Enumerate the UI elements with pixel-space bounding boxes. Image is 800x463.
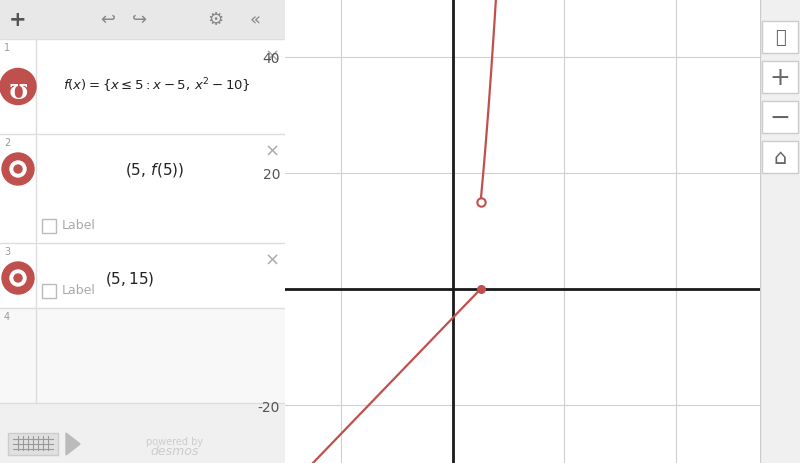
Bar (0, 40, 285, 135)
Text: ×: × (265, 48, 279, 66)
Text: ⚙: ⚙ (207, 11, 223, 29)
Circle shape (2, 154, 34, 186)
Circle shape (10, 270, 26, 287)
Text: 1: 1 (4, 43, 10, 53)
Text: ↪: ↪ (133, 11, 147, 29)
Text: $f(x) = \{x \leq 5: x-5,\,x^2-10\}$: $f(x) = \{x \leq 5: x-5,\,x^2-10\}$ (63, 76, 251, 94)
Text: 4: 4 (4, 311, 10, 321)
Bar (0, 308, 285, 403)
Text: ⌂: ⌂ (774, 148, 786, 168)
Bar (8, 433, 58, 455)
Text: ↩: ↩ (101, 11, 115, 29)
Text: desmos: desmos (151, 444, 199, 457)
Text: +: + (9, 10, 27, 30)
Text: −: − (770, 106, 790, 130)
Bar (762, 22, 798, 54)
Text: Label: Label (62, 219, 96, 232)
Text: +: + (770, 66, 790, 90)
Text: 🔧: 🔧 (774, 29, 786, 47)
Circle shape (2, 263, 34, 294)
Text: ×: × (265, 251, 279, 269)
Bar (42, 219, 56, 233)
Bar (0, 0, 285, 40)
Circle shape (14, 166, 22, 174)
Bar (42, 284, 56, 298)
Text: $(5,15)$: $(5,15)$ (106, 269, 154, 288)
Bar (0, 244, 285, 308)
Text: Ω: Ω (9, 77, 27, 97)
Bar (762, 62, 798, 94)
Text: Label: Label (62, 284, 96, 297)
Text: powered by: powered by (146, 436, 203, 446)
Polygon shape (66, 433, 80, 455)
Circle shape (14, 275, 22, 282)
Circle shape (0, 69, 36, 105)
Bar (762, 142, 798, 174)
Bar (762, 102, 798, 134)
Text: 2: 2 (4, 138, 10, 148)
Bar (0, 135, 285, 244)
Circle shape (10, 162, 26, 178)
Text: ×: × (265, 143, 279, 161)
Text: 3: 3 (4, 246, 10, 257)
Text: «: « (250, 11, 261, 29)
Text: $(5,\,f(5))$: $(5,\,f(5))$ (126, 161, 185, 179)
